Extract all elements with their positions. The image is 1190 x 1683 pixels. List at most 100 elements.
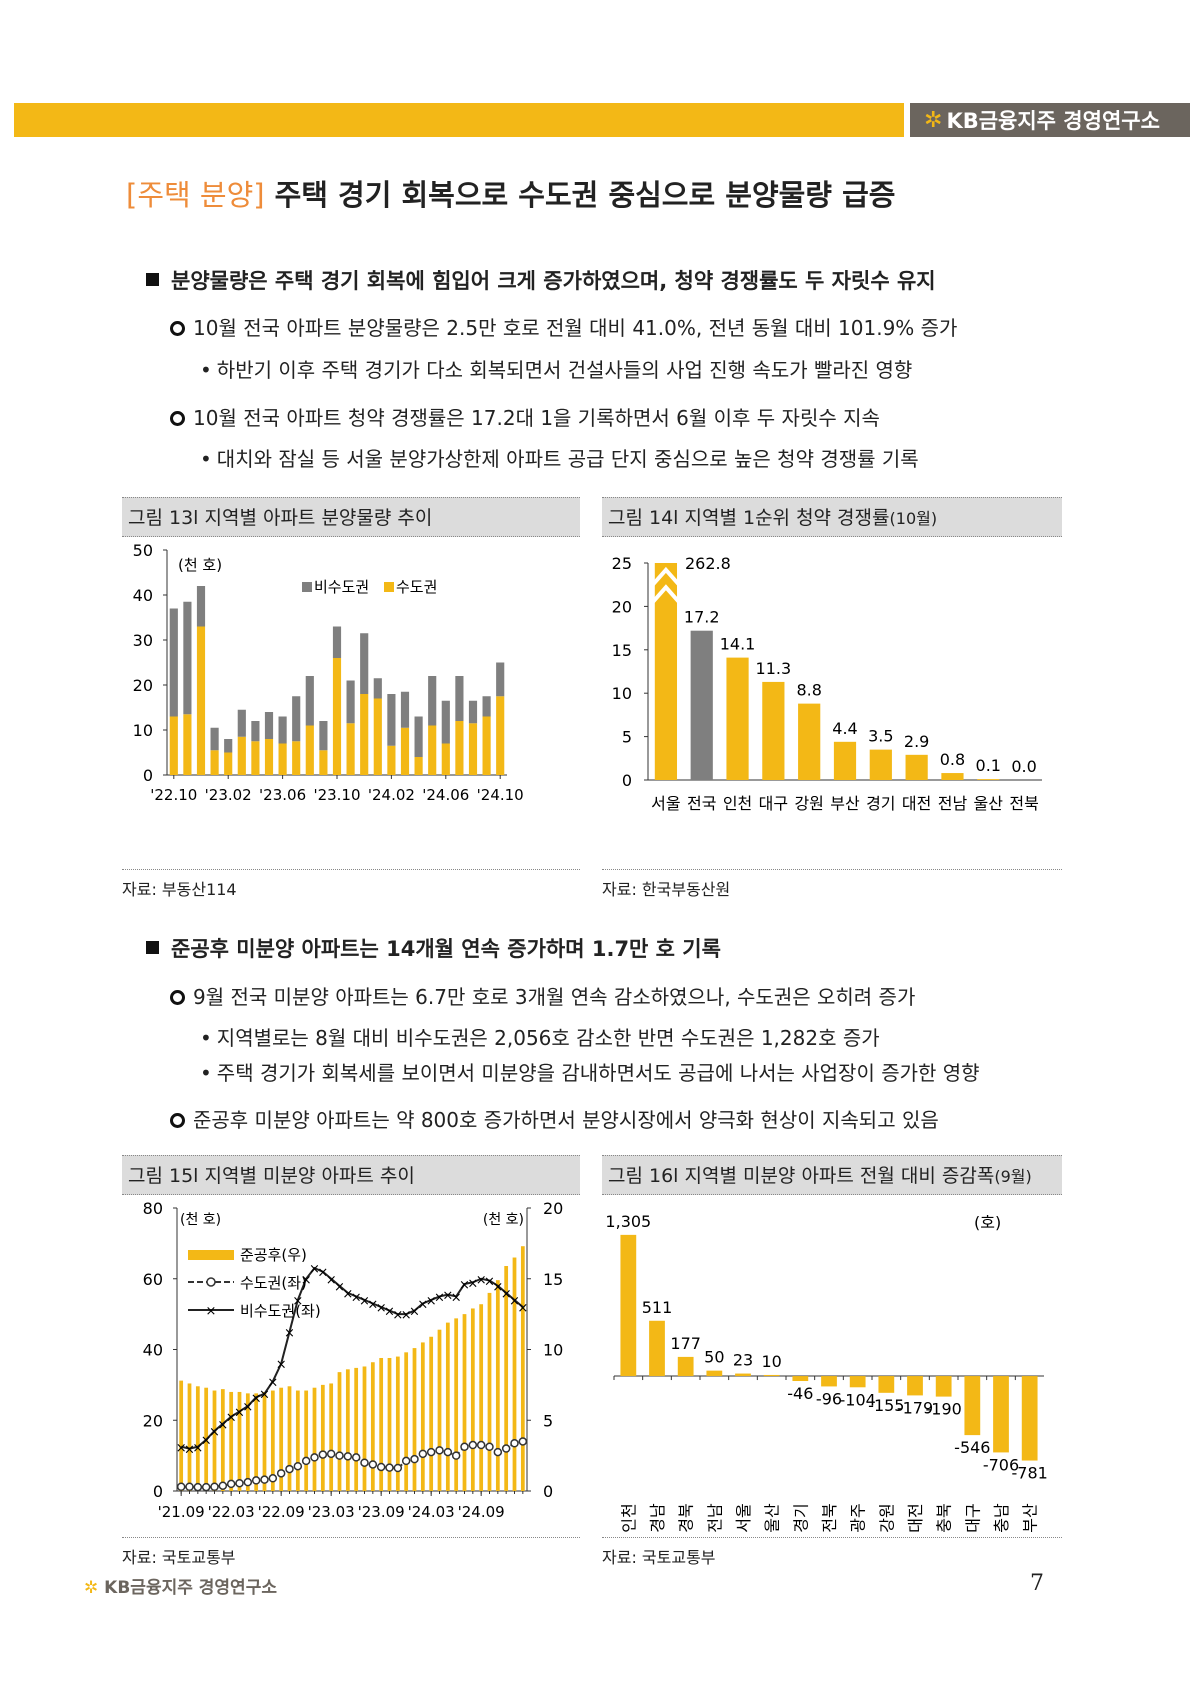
point-bisudogwon: × [259, 1388, 270, 1403]
legend-point-bisudogwon: × [206, 1304, 217, 1319]
unit-label: (천 호) [178, 556, 222, 574]
bar-jungonghu [229, 1391, 234, 1491]
point-sudogwon [410, 1454, 419, 1464]
data-label: -155 [868, 1396, 904, 1415]
right-tick-label: 5 [543, 1411, 553, 1430]
bar-jungonghu [495, 1280, 500, 1491]
bar-sudogwon [373, 698, 382, 775]
x-tick-label: 광주 [849, 1503, 868, 1532]
data-label: 0.8 [940, 750, 965, 769]
data-label: 50 [704, 1348, 724, 1367]
ring-bullet-icon [170, 321, 185, 336]
x-tick-label: '24.06 [422, 786, 469, 804]
x-tick-label: 부산 [830, 794, 860, 813]
bar-jungonghu [487, 1292, 492, 1491]
point-sudogwon [176, 1482, 186, 1492]
bar-bisudogwon [264, 712, 274, 739]
figure15-source: 자료: 국토교통부 [122, 1537, 580, 1568]
bar-jungonghu [220, 1389, 225, 1491]
title-text: 주택 경기 회복으로 수도권 중심으로 분양물량 급증 [274, 178, 896, 212]
bar-bisudogwon [237, 709, 246, 737]
point-bisudogwon: × [317, 1266, 328, 1281]
x-tick-label: 전남 [705, 1503, 724, 1533]
x-tick-label: 대전 [906, 1503, 925, 1532]
bar-sudogwon [292, 741, 301, 775]
data-label: 23 [733, 1351, 753, 1370]
bar-전남 [941, 773, 964, 780]
point-sudogwon [468, 1440, 478, 1450]
data-label: 3.5 [868, 727, 893, 746]
section1-bullet1-text: 10월 전국 아파트 분양물량은 2.5만 호로 전월 대비 41.0%, 전년… [193, 316, 958, 340]
point-bisudogwon: × [284, 1326, 295, 1341]
figure13-chart: 0 10 20 30 40 50 (천 호) '22.10 '23.02 '23.06 '23.10… [122, 540, 580, 874]
point-sudogwon [360, 1458, 369, 1467]
section2-bullet1-sub2-text: 주택 경기가 회복세를 보이면서 미분양을 감내하면서도 공급에 나서는 사업장… [216, 1061, 980, 1085]
x-tick-label: 경북 [677, 1503, 696, 1532]
data-label: 0.1 [976, 756, 1001, 775]
bar-충북 [935, 1376, 952, 1397]
ring-bullet-icon [170, 990, 185, 1005]
bar-bisudogwon [278, 716, 287, 744]
bar-jungonghu [187, 1383, 192, 1491]
section2-bullet2: 준공후 미분양 아파트는 약 800호 증가하면서 분양시장에서 양극화 현상이… [170, 1104, 939, 1133]
y-tick-label: 10 [612, 684, 632, 703]
point-bisudogwon: × [209, 1425, 220, 1440]
bar-jungonghu [395, 1356, 400, 1491]
data-label: -179 [897, 1398, 933, 1417]
x-tick-label: 경남 [648, 1503, 667, 1533]
bar-sudogwon [428, 725, 437, 775]
bar-jungonghu [379, 1357, 384, 1491]
bar-jungonghu [179, 1380, 184, 1491]
point-sudogwon [310, 1453, 319, 1462]
left-tick-label: 20 [143, 1411, 163, 1430]
point-sudogwon [210, 1482, 219, 1492]
x-tick-label: 대전 [902, 794, 931, 813]
header-brand: KB금융지주 경영연구소 [946, 109, 1160, 133]
x-tick-label: 강원 [794, 794, 823, 813]
point-bisudogwon: × [192, 1441, 203, 1456]
data-label: 0.0 [1011, 757, 1036, 776]
bar-bisudogwon [414, 716, 423, 757]
point-sudogwon [251, 1476, 261, 1485]
bar-sudogwon [210, 750, 219, 775]
bar-sudogwon [360, 694, 369, 775]
point-bisudogwon: × [517, 1301, 528, 1316]
point-bisudogwon: × [217, 1418, 228, 1433]
data-label: -96 [816, 1389, 842, 1408]
x-tick-label: 충남 [992, 1503, 1011, 1533]
bar-jungonghu [412, 1348, 417, 1491]
bar-jungonghu [195, 1386, 200, 1491]
section2-heading-text: 준공후 미분양 아파트는 14개월 연속 증가하며 1.7만 호 기록 [171, 937, 721, 961]
figure14-title-small: (10월) [889, 509, 938, 528]
figure13-title: 그림 13l 지역별 아파트 분양물량 추이 [122, 497, 580, 537]
point-sudogwon [501, 1444, 511, 1453]
square-bullet-icon [146, 941, 159, 954]
data-label: 8.8 [796, 681, 821, 700]
point-sudogwon [485, 1442, 494, 1452]
bar-jungonghu [437, 1329, 442, 1491]
data-label: 17.2 [684, 608, 720, 627]
point-bisudogwon: × [467, 1276, 478, 1291]
left-tick-label: 0 [153, 1482, 163, 1501]
point-sudogwon [401, 1456, 411, 1466]
bar-jungonghu [404, 1352, 409, 1491]
bar-bisudogwon [455, 676, 464, 721]
bar-jungonghu [470, 1308, 475, 1491]
point-sudogwon [185, 1482, 194, 1492]
bar-bisudogwon [428, 676, 437, 726]
y-tick-label: 20 [133, 676, 153, 695]
bar-충남 [993, 1376, 1009, 1453]
data-label: 177 [670, 1334, 701, 1353]
bar-sudogwon [183, 714, 192, 775]
section2-bullet1-sub2: • 주택 경기가 회복세를 보이면서 미분양을 감내하면서도 공급에 나서는 사업… [200, 1061, 980, 1085]
right-tick-label: 15 [543, 1270, 563, 1289]
x-tick-label: 울산 [974, 794, 1004, 813]
x-tick-label: 충북 [935, 1503, 954, 1532]
x-tick-label: '24.10 [477, 786, 524, 804]
bar-대전 [907, 1376, 923, 1396]
bar-서울 [735, 1373, 751, 1377]
axis-break-mark [651, 584, 681, 604]
point-bisudogwon: × [509, 1294, 520, 1309]
data-label: 2.9 [904, 732, 929, 751]
bar-jungonghu [504, 1266, 509, 1491]
